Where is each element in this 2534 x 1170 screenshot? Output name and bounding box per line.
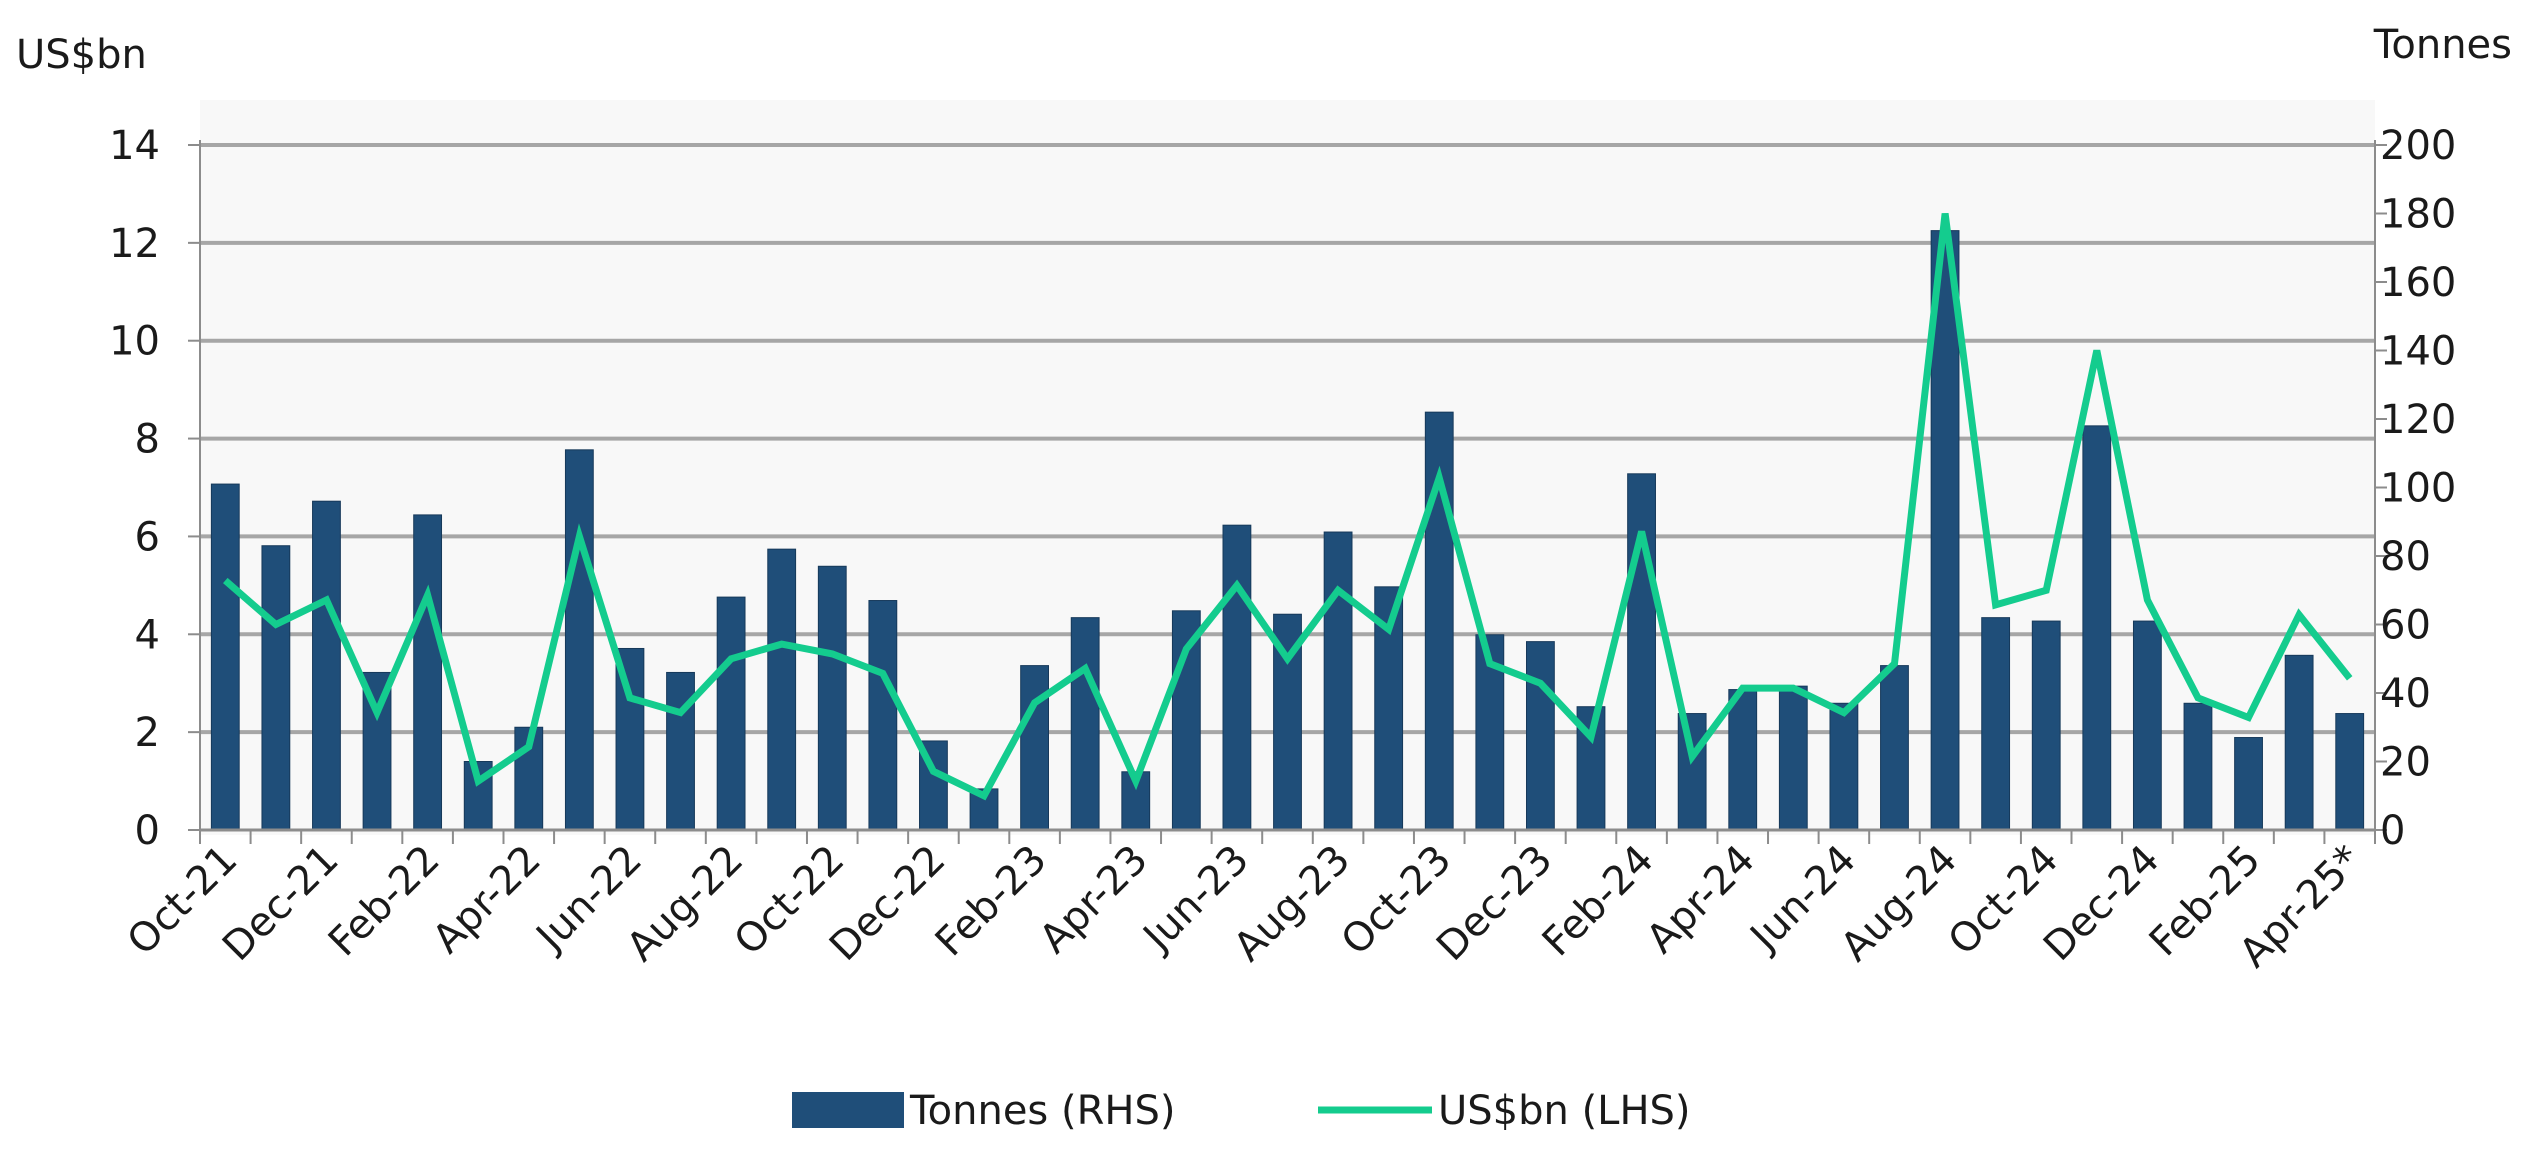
right-tick-label: 60 (2380, 603, 2431, 649)
left-tick-label: 2 (135, 710, 160, 756)
bar-tonnes (2183, 702, 2213, 831)
bar-tonnes (2234, 737, 2263, 831)
bar-tonnes (1020, 665, 1050, 831)
bar-tonnes (1981, 617, 2011, 831)
bar-tonnes (1525, 641, 1555, 831)
axes (188, 140, 2387, 844)
left-tick-label: 14 (109, 123, 160, 169)
bar-tonnes (564, 449, 594, 831)
bar-tonnes (767, 548, 797, 831)
gridlines (200, 143, 2375, 735)
bar-tonnes (1323, 531, 1353, 831)
bar-tonnes (261, 545, 291, 831)
right-tick-label: 200 (2380, 123, 2456, 169)
left-tick-label: 8 (135, 417, 160, 463)
legend-swatch-tonnes (792, 1092, 904, 1128)
right-axis-title: Tonnes (2373, 22, 2512, 68)
bar-tonnes (1778, 685, 1808, 831)
right-tick-label: 20 (2380, 740, 2431, 786)
legend-label-usbn: US$bn (LHS) (1438, 1088, 1691, 1134)
bar-tonnes (666, 671, 695, 831)
right-tick-label: 80 (2380, 534, 2431, 580)
bar-tonnes (716, 596, 746, 831)
right-tick-label: 100 (2380, 466, 2456, 512)
bar-tonnes (1880, 665, 1909, 831)
right-tick-label: 40 (2380, 671, 2431, 717)
bar-tonnes (1677, 713, 1707, 831)
left-axis-title: US$bn (16, 32, 147, 78)
right-tick-label: 0 (2380, 808, 2405, 854)
line-series-usbn (223, 213, 2353, 801)
bar-tonnes (2132, 620, 2162, 831)
bar-tonnes (1728, 689, 1758, 831)
bar-tonnes (1222, 524, 1252, 831)
left-tick-label: 0 (135, 808, 160, 854)
left-tick-label: 6 (135, 514, 160, 560)
bar-tonnes (2082, 425, 2112, 831)
bar-tonnes (210, 483, 240, 831)
legend-label-tonnes: Tonnes (RHS) (909, 1088, 1175, 1134)
right-tick-label: 180 (2380, 192, 2456, 238)
left-tick-label: 4 (135, 612, 160, 658)
bar-tonnes (413, 514, 443, 831)
right-tick-label: 160 (2380, 260, 2456, 306)
right-tick-label: 140 (2380, 329, 2456, 375)
right-tick-label: 120 (2380, 397, 2456, 443)
bar-tonnes (1627, 473, 1656, 831)
bar-tonnes (312, 500, 341, 831)
bar-tonnes (1070, 617, 1100, 831)
bar-tonnes (868, 600, 898, 831)
bar-tonnes (817, 565, 847, 831)
bar-tonnes (2284, 654, 2314, 831)
bar-tonnes (2031, 620, 2061, 831)
bar-tonnes (1829, 702, 1859, 831)
bar-tonnes (2335, 713, 2365, 831)
left-tick-label: 10 (109, 319, 160, 365)
left-tick-label: 12 (109, 221, 160, 267)
bar-series-tonnes (210, 230, 2365, 831)
legend: Tonnes (RHS) US$bn (LHS) (792, 1088, 1691, 1134)
